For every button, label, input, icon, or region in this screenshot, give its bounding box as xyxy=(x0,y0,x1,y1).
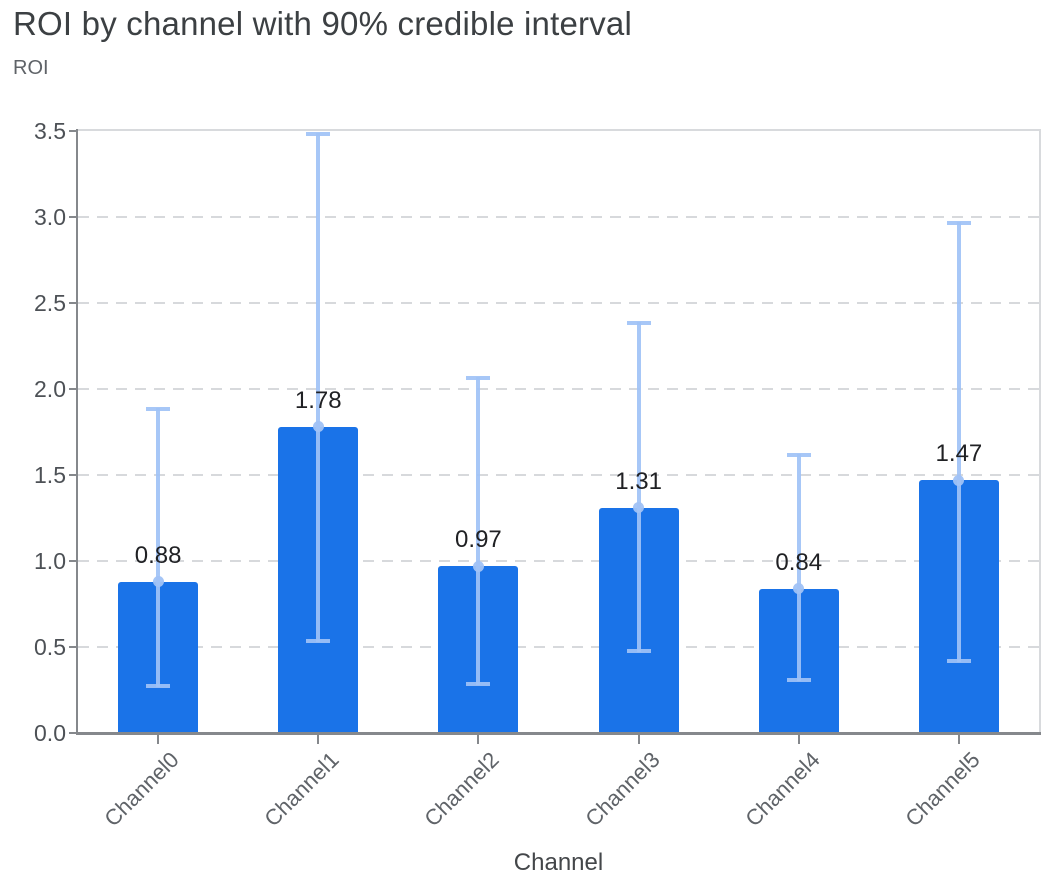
mean-marker xyxy=(472,560,484,572)
plot-area: 0.88 1.78 0.97 1.31 0.84 1.47 xyxy=(78,131,1039,733)
error-bar-line xyxy=(156,407,161,687)
mean-marker xyxy=(312,421,324,433)
error-bar-cap-low xyxy=(306,638,331,643)
y-tick-label: 0.0 xyxy=(34,720,66,746)
error-bar-line xyxy=(636,321,641,653)
y-tick-label: 3.5 xyxy=(34,118,66,144)
error-bar-cap-low xyxy=(466,681,491,686)
y-tick-mark xyxy=(69,474,78,476)
x-tick-mark xyxy=(797,735,800,744)
mean-marker xyxy=(953,474,965,486)
error-bar-cap-high xyxy=(466,375,491,380)
error-bar-line xyxy=(316,132,321,642)
chart-title: ROI by channel with 90% credible interva… xyxy=(13,5,633,42)
y-tick-label: 3.0 xyxy=(34,204,66,230)
bar-value-label: 1.31 xyxy=(615,467,662,495)
plot-border-top xyxy=(78,129,1041,131)
gridline xyxy=(78,560,1039,562)
error-bar-line xyxy=(796,454,801,682)
error-bar-cap-high xyxy=(786,453,811,458)
mean-marker xyxy=(793,583,805,595)
y-tick-label: 1.0 xyxy=(34,548,66,574)
bar-value-label: 1.47 xyxy=(935,440,983,468)
y-tick-label: 1.5 xyxy=(34,462,66,488)
gridline xyxy=(78,388,1039,390)
x-tick-mark xyxy=(957,735,960,744)
x-axis-title: Channel xyxy=(513,849,604,876)
gridline xyxy=(78,216,1039,218)
y-tick-mark xyxy=(69,388,78,390)
y-tick-label: 2.5 xyxy=(34,290,66,316)
error-bar-cap-low xyxy=(626,649,651,654)
y-tick-label: 0.5 xyxy=(34,634,66,660)
error-bar-cap-low xyxy=(786,678,811,683)
error-bar-line xyxy=(476,376,481,685)
bar-value-label: 1.78 xyxy=(294,386,342,414)
x-tick-mark xyxy=(477,735,480,744)
error-bar-cap-high xyxy=(146,406,171,411)
error-bar-cap-low xyxy=(146,683,171,688)
gridline xyxy=(78,474,1039,476)
error-bar-cap-high xyxy=(626,320,651,325)
y-axis-line xyxy=(76,129,78,735)
bar-value-label: 0.84 xyxy=(775,548,823,576)
error-bar-cap-high xyxy=(946,221,971,226)
y-tick-label: 2.0 xyxy=(34,376,66,402)
x-tick-mark xyxy=(317,735,320,744)
mean-marker xyxy=(152,576,164,588)
y-tick-mark xyxy=(69,130,78,132)
y-tick-mark xyxy=(69,646,78,648)
x-axis-line xyxy=(76,732,1041,735)
error-bar-cap-high xyxy=(306,131,331,136)
bar-value-label: 0.97 xyxy=(455,526,502,554)
y-tick-mark xyxy=(69,560,78,562)
error-bar-line xyxy=(956,222,961,663)
gridline xyxy=(78,302,1039,304)
plot-border-right xyxy=(1039,129,1041,735)
y-tick-mark xyxy=(69,216,78,218)
mean-marker xyxy=(633,502,645,514)
error-bar-cap-low xyxy=(946,659,971,664)
y-axis-title: ROI xyxy=(13,57,49,79)
y-tick-mark xyxy=(69,732,78,734)
bar-value-label: 0.88 xyxy=(134,541,182,569)
y-tick-mark xyxy=(69,302,78,304)
x-tick-mark xyxy=(157,735,160,744)
x-tick-mark xyxy=(637,735,640,744)
gridline xyxy=(78,646,1039,648)
